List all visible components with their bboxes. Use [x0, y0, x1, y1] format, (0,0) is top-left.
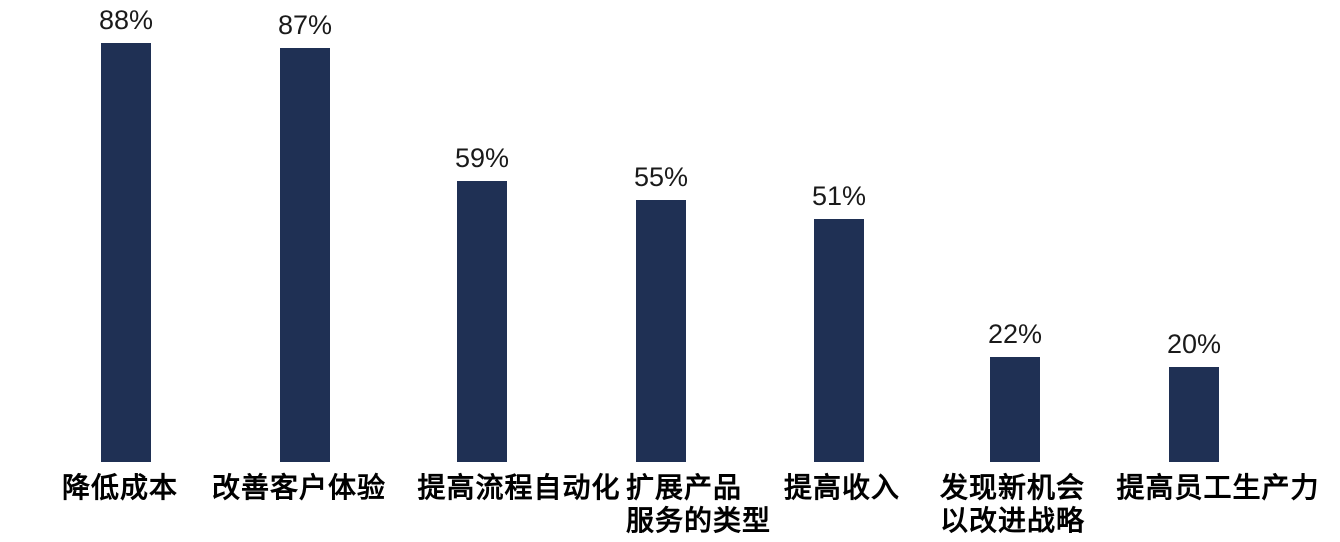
bar-value-label: 87%: [277, 10, 333, 40]
category-label: 扩展产品 服务的类型: [626, 472, 772, 536]
bar-value-label: 88%: [98, 5, 154, 35]
category-label: 提高员工生产力: [1116, 472, 1320, 503]
category-label: 改善客户体验: [211, 472, 386, 503]
bar: [990, 357, 1040, 462]
bar: [457, 181, 507, 462]
bar: [814, 219, 864, 462]
bar: [101, 43, 151, 462]
bar-value-label: 20%: [1166, 329, 1222, 359]
category-label: 降低成本: [61, 472, 178, 503]
bar-value-label: 22%: [987, 319, 1043, 349]
bar: [636, 200, 686, 462]
bar: [1169, 367, 1219, 462]
bar-value-label: 55%: [633, 162, 689, 192]
bar-value-label: 51%: [811, 181, 867, 211]
category-label: 发现新机会 以改进战略: [940, 472, 1086, 536]
bar: [280, 48, 330, 462]
bar-value-label: 59%: [454, 143, 510, 173]
category-label: 提高收入: [783, 472, 900, 503]
category-label: 提高流程自动化: [417, 472, 621, 503]
